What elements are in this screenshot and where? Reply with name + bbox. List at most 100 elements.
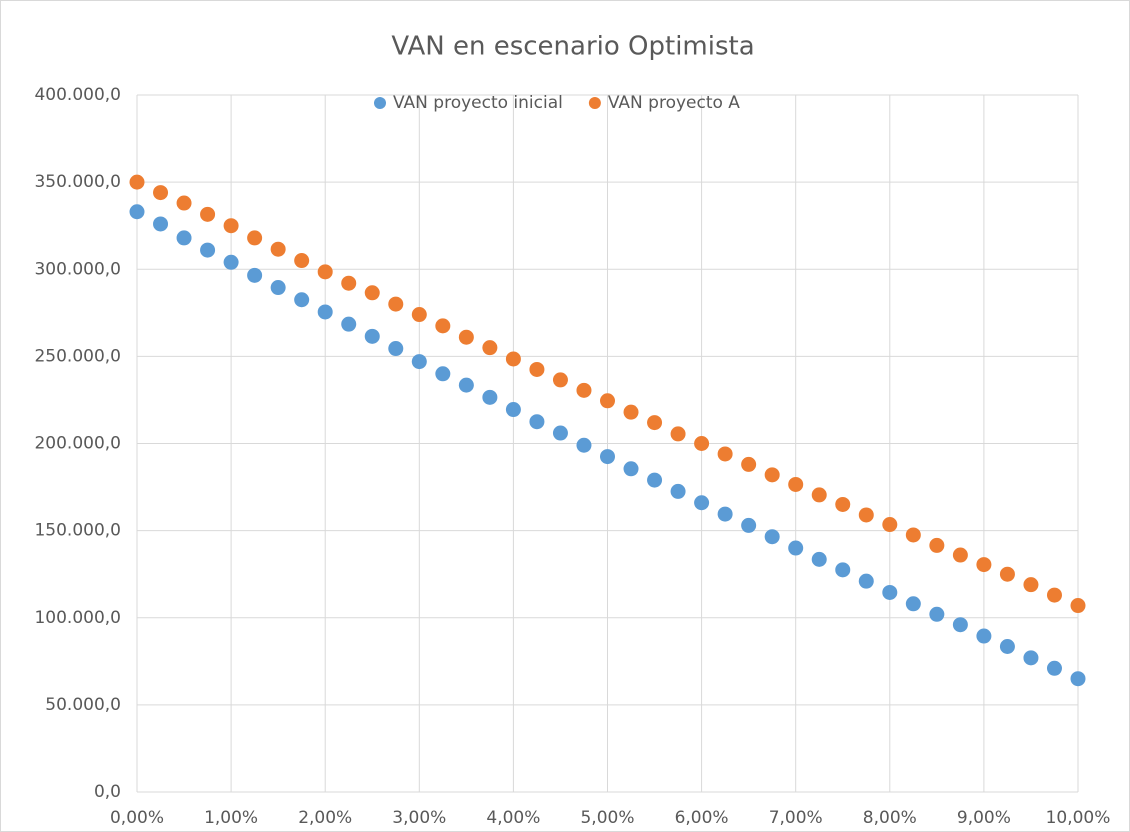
point [247, 230, 263, 246]
point [341, 275, 357, 291]
point [482, 340, 498, 356]
x-tick-label: 9,00% [957, 808, 1011, 828]
point [1046, 660, 1062, 676]
y-tick-label: 250.000,0 [34, 346, 121, 366]
point [458, 377, 474, 393]
point [153, 185, 169, 201]
x-tick-label: 8,00% [863, 808, 917, 828]
x-tick-label: 7,00% [769, 808, 823, 828]
point [552, 425, 568, 441]
point [1023, 650, 1039, 666]
legend-label: VAN proyecto A [608, 93, 740, 113]
point [882, 517, 898, 533]
point [247, 267, 263, 283]
x-tick-label: 0,00% [110, 808, 164, 828]
y-tick-label: 350.000,0 [34, 172, 121, 192]
point [647, 415, 663, 431]
point [717, 446, 733, 462]
point [388, 341, 404, 357]
point [529, 361, 545, 377]
point [482, 389, 498, 405]
point [223, 218, 239, 234]
point [764, 467, 780, 483]
point [200, 242, 216, 258]
y-tick-label: 0,0 [94, 782, 121, 802]
x-tick-label: 10,00% [1046, 808, 1111, 828]
point [929, 537, 945, 553]
point [717, 506, 733, 522]
y-tick-label: 400.000,0 [34, 85, 121, 105]
point [505, 351, 521, 367]
point [976, 557, 992, 573]
point [176, 230, 192, 246]
point [388, 296, 404, 312]
point [176, 195, 192, 211]
point [270, 241, 286, 257]
point [576, 437, 592, 453]
legend-label: VAN proyecto inicial [393, 93, 563, 113]
point [858, 573, 874, 589]
x-tick-label: 1,00% [204, 808, 258, 828]
point [1046, 587, 1062, 603]
point [129, 204, 145, 220]
point [364, 328, 380, 344]
point [1070, 671, 1086, 687]
point [223, 254, 239, 270]
point [600, 393, 615, 409]
y-tick-label: 300.000,0 [34, 259, 121, 279]
point [741, 456, 757, 472]
point [811, 551, 827, 567]
point [317, 304, 333, 320]
point [764, 529, 780, 545]
point [835, 496, 851, 512]
point [905, 527, 921, 543]
point [129, 174, 145, 190]
point [929, 606, 945, 622]
point [811, 487, 827, 503]
legend-marker [588, 97, 601, 109]
point [435, 366, 451, 382]
point [999, 639, 1015, 655]
point [270, 280, 286, 296]
x-tick-label: 3,00% [392, 808, 446, 828]
point [858, 507, 874, 523]
x-tick-label: 5,00% [580, 808, 634, 828]
point [882, 584, 898, 600]
y-tick-label: 150.000,0 [34, 521, 121, 541]
point [976, 628, 992, 644]
x-tick-label: 6,00% [675, 808, 729, 828]
point [1070, 598, 1086, 614]
point [670, 426, 686, 442]
point [694, 495, 710, 511]
point [411, 354, 427, 370]
point [529, 414, 545, 430]
point [576, 382, 592, 398]
point [952, 547, 968, 563]
point [364, 285, 380, 301]
point [788, 476, 804, 492]
point [694, 436, 710, 451]
y-tick-label: 200.000,0 [34, 434, 121, 454]
point [411, 307, 427, 323]
point [952, 617, 968, 633]
x-tick-label: 2,00% [298, 808, 352, 828]
point [999, 566, 1015, 582]
point [341, 316, 357, 332]
x-tick-label: 4,00% [486, 808, 540, 828]
point [294, 292, 310, 308]
point [741, 517, 757, 533]
point [835, 562, 851, 578]
point [647, 472, 663, 488]
point [317, 264, 333, 280]
y-tick-label: 50.000,0 [45, 695, 121, 715]
point [153, 216, 169, 232]
point [435, 318, 451, 334]
point [505, 402, 521, 418]
point [600, 449, 615, 465]
chart-title: VAN en escenario Optimista [391, 32, 754, 62]
point [788, 540, 804, 556]
point [1023, 577, 1039, 593]
point [458, 329, 474, 345]
